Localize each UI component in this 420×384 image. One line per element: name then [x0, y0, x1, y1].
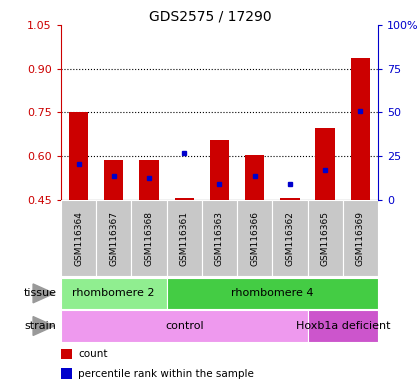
Bar: [210, 140, 229, 200]
Bar: [69, 112, 88, 200]
Text: GDS2575 / 17290: GDS2575 / 17290: [149, 10, 271, 23]
Bar: [167, 200, 202, 276]
Text: rhombomere 2: rhombomere 2: [73, 288, 155, 298]
Bar: [131, 200, 167, 276]
Text: rhombomere 4: rhombomere 4: [231, 288, 314, 298]
Bar: [343, 200, 378, 276]
Bar: [245, 154, 264, 200]
Bar: [96, 200, 131, 276]
Bar: [307, 310, 378, 342]
Bar: [315, 128, 335, 200]
Text: control: control: [165, 321, 204, 331]
Text: GSM116365: GSM116365: [320, 210, 330, 266]
Text: GSM116361: GSM116361: [180, 210, 189, 266]
Bar: [202, 200, 237, 276]
Text: Hoxb1a deficient: Hoxb1a deficient: [296, 321, 390, 331]
Polygon shape: [33, 284, 54, 303]
Bar: [104, 161, 123, 200]
Text: GSM116366: GSM116366: [250, 210, 259, 266]
Bar: [61, 310, 307, 342]
Bar: [351, 58, 370, 200]
Text: GSM116369: GSM116369: [356, 210, 365, 266]
Text: GSM116368: GSM116368: [144, 210, 153, 266]
Bar: [61, 349, 72, 359]
Bar: [307, 200, 343, 276]
Text: strain: strain: [25, 321, 57, 331]
Bar: [175, 198, 194, 200]
Text: GSM116362: GSM116362: [286, 211, 294, 265]
Text: GSM116364: GSM116364: [74, 211, 83, 265]
Text: GSM116367: GSM116367: [109, 210, 118, 266]
Bar: [61, 278, 167, 309]
Text: GSM116363: GSM116363: [215, 210, 224, 266]
Bar: [272, 200, 307, 276]
Bar: [61, 200, 96, 276]
Text: count: count: [79, 349, 108, 359]
Bar: [61, 369, 72, 379]
Bar: [237, 200, 272, 276]
Text: percentile rank within the sample: percentile rank within the sample: [79, 369, 254, 379]
Bar: [139, 161, 159, 200]
Bar: [167, 278, 378, 309]
Bar: [280, 198, 299, 200]
Polygon shape: [33, 316, 54, 336]
Text: tissue: tissue: [24, 288, 57, 298]
